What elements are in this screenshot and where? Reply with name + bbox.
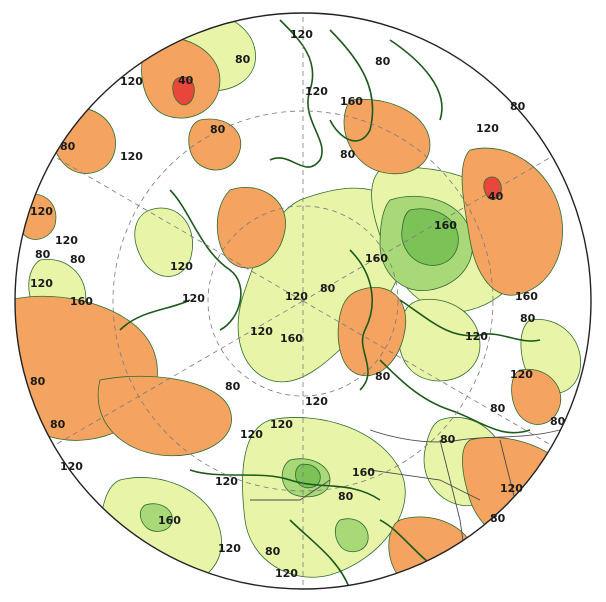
contour-label: 80 — [490, 512, 506, 525]
coastlines — [119, 19, 541, 589]
map-border — [14, 12, 592, 590]
dark-green-regions — [295, 208, 459, 489]
contour-label: 160 — [158, 514, 181, 527]
contour-label: 80 — [70, 253, 86, 266]
contour-label: 120 — [55, 234, 78, 247]
contour-label: 120 — [120, 150, 143, 163]
contour-label: 80 — [510, 100, 526, 113]
contour-label: 160 — [352, 466, 375, 479]
contour-label: 80 — [550, 415, 566, 428]
contour-label: 80 — [50, 418, 66, 431]
contour-label: 120 — [476, 122, 499, 135]
contour-label: 160 — [280, 332, 303, 345]
contour-labels: 120 40 80 120 80 120 120 160 80 120 80 8… — [30, 28, 566, 580]
contour-label: 120 — [305, 85, 328, 98]
contour-label: 80 — [375, 55, 391, 68]
contour-label: 120 — [500, 482, 523, 495]
graticule — [54, 13, 552, 589]
contour-label: 80 — [440, 433, 456, 446]
contour-label: 80 — [520, 312, 536, 325]
contour-label: 120 — [275, 567, 298, 580]
contour-label: 120 — [60, 460, 83, 473]
contour-label: 120 — [290, 28, 313, 41]
contour-label: 120 — [305, 395, 328, 408]
contour-label: 80 — [340, 148, 356, 161]
contour-label: 120 — [465, 330, 488, 343]
contour-label: 120 — [182, 292, 205, 305]
contour-label: 80 — [225, 380, 241, 393]
contour-label: 120 — [240, 428, 263, 441]
contour-label: 80 — [490, 402, 506, 415]
contour-label: 120 — [120, 75, 143, 88]
contour-label: 160 — [434, 219, 457, 232]
contour-label: 120 — [285, 290, 308, 303]
contour-label: 120 — [250, 325, 273, 338]
contour-label: 40 — [178, 74, 194, 87]
contour-label: 120 — [218, 542, 241, 555]
contour-label: 120 — [510, 368, 533, 381]
contour-label: 80 — [30, 375, 46, 388]
contour-label: 80 — [320, 282, 336, 295]
contour-label: 120 — [270, 418, 293, 431]
contour-label: 120 — [30, 277, 53, 290]
contour-label: 40 — [488, 190, 504, 203]
contour-label: 120 — [170, 260, 193, 273]
contour-label: 80 — [375, 370, 391, 383]
contour-label: 80 — [265, 545, 281, 558]
red-regions — [172, 76, 502, 200]
contour-label: 160 — [515, 290, 538, 303]
contour-label: 80 — [60, 140, 76, 153]
contour-label: 80 — [235, 53, 251, 66]
contour-label: 80 — [210, 123, 226, 136]
contour-label: 160 — [365, 252, 388, 265]
contour-label: 160 — [70, 295, 93, 308]
contour-label: 80 — [338, 490, 354, 503]
contour-label: 160 — [340, 95, 363, 108]
contour-label: 80 — [35, 248, 51, 261]
contour-label: 120 — [30, 205, 53, 218]
contour-label: 120 — [215, 475, 238, 488]
